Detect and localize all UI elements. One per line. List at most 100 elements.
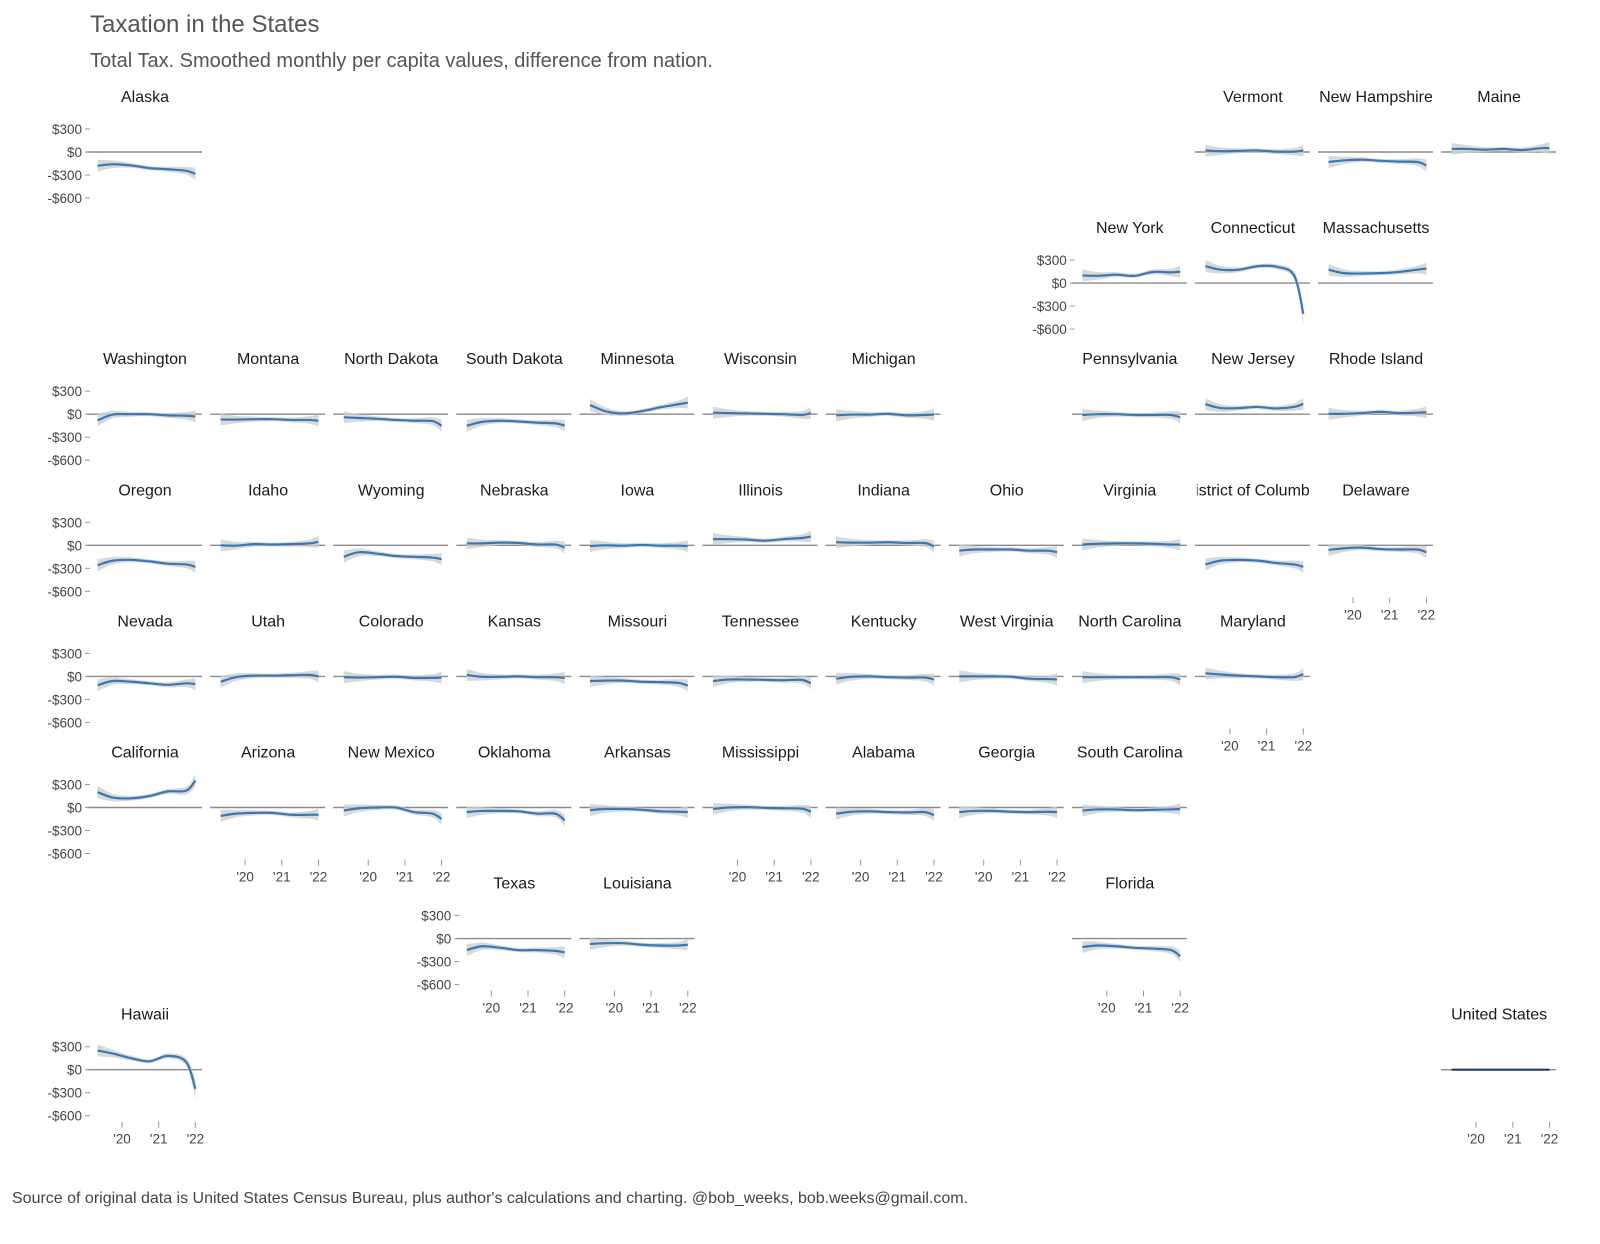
series-line-alabama [835,810,935,817]
y-tick-label: -$300 [47,824,82,839]
series-line-arizona [220,811,319,818]
y-tick-label: -$600 [47,715,82,730]
panel-mississippi: Mississippi '20 '21 '22 [702,745,820,885]
confidence-band [1205,260,1304,324]
series-line-montana [220,418,319,422]
strip-label: Kansas [488,613,541,630]
strip-label: Idaho [248,482,288,499]
y-tick-label: $0 [67,145,82,160]
series-line-iowa [589,543,688,548]
confidence-band [836,536,934,553]
series-line-alaska [97,163,196,175]
panel-arkansas: Arkansas [579,745,695,819]
x-tick-label: '20 [852,870,870,885]
panel-new-hampshire: New Hampshire [1318,89,1433,172]
panel-nevada: Nevada $300 $0 -$300 -$600 [47,613,202,730]
panel-idaho: Idaho [210,482,326,552]
panel-new-york: New York $300 $0 -$300 -$600 [1032,220,1187,337]
y-tick-label: -$600 [47,453,82,468]
panel-nebraska: Nebraska [456,482,572,554]
strip-label: Oklahoma [478,745,551,762]
confidence-band [1205,397,1304,412]
panel-north-carolina: North Carolina [1071,613,1187,686]
x-tick-label: '21 [1381,607,1399,622]
series-line-idaho [220,540,319,547]
x-tick-label: '21 [1504,1132,1522,1147]
confidence-band [959,544,1058,559]
y-tick-label: $0 [67,801,82,816]
y-tick-label: -$600 [47,584,82,599]
y-tick-label: $0 [67,1063,82,1078]
panel-north-dakota: North Dakota [333,351,449,432]
panel-virginia: Virginia [1071,482,1187,551]
chart-subtitle: Total Tax. Smoothed monthly per capita v… [90,50,713,72]
strip-label: Minnesota [600,351,674,368]
confidence-band [589,396,688,416]
series-line-district-of-columbia [1205,558,1304,568]
confidence-band [343,804,442,825]
strip-label: Alabama [852,745,915,762]
confidence-band [466,806,565,827]
x-tick-label: '21 [273,870,291,885]
panel-maine: Maine [1441,89,1557,155]
strip-label: North Dakota [344,351,438,368]
panel-alabama: Alabama '20 '21 '22 [825,745,943,885]
y-tick-label: -$300 [47,1086,82,1101]
panel-maryland: Maryland '20 '21 '22 [1194,613,1312,753]
series-line-new-york [1082,270,1181,277]
series-line-nebraska [466,541,566,549]
series-line-florida [1082,944,1181,958]
x-tick-label: '22 [1418,607,1436,622]
strip-label: Indiana [857,482,910,499]
strip-label: Tennessee [722,613,799,630]
series-line-north-dakota [343,416,443,427]
strip-label: Colorado [359,613,424,630]
series-line-oklahoma [466,809,566,822]
strip-label: Illinois [738,482,782,499]
x-tick-label: '22 [556,1001,574,1016]
panel-utah: Utah [210,613,326,688]
strip-label: Wyoming [358,482,425,499]
strip-label: Arkansas [604,745,671,762]
series-line-north-carolina [1082,675,1181,681]
x-tick-label: '21 [765,870,783,885]
panel-michigan: Michigan [825,351,941,422]
strip-label: Rhode Island [1329,351,1423,368]
x-tick-label: '22 [1048,870,1066,885]
panel-arizona: Arizona '20 '21 '22 [210,745,327,885]
series-line-pennsylvania [1082,413,1181,419]
x-tick-label: '22 [925,870,943,885]
y-tick-label: -$300 [47,692,82,707]
strip-label: Virginia [1103,482,1156,499]
series-line-utah [220,673,319,683]
strip-label: Maine [1477,89,1521,106]
strip-label: Mississippi [722,745,799,762]
series-line-oregon [97,558,196,568]
series-line-new-mexico [343,806,443,820]
series-line-nevada [97,679,196,687]
x-tick-label: '21 [1258,738,1276,753]
strip-label: Nevada [117,613,172,630]
series-line-kansas [466,673,565,680]
panel-louisiana: Louisiana '20 '21 '22 [579,876,697,1016]
y-tick-label: $0 [67,669,82,684]
x-tick-label: '20 [113,1132,131,1147]
strip-label: Texas [493,876,535,893]
series-line-wisconsin [713,411,812,417]
y-tick-label: $300 [1037,253,1067,268]
series-line-new-hampshire [1328,158,1427,167]
strip-label: Utah [251,613,285,630]
y-tick-label: $300 [52,515,82,530]
x-tick-label: '22 [679,1001,697,1016]
series-line-tennessee [712,678,812,685]
y-tick-label: $300 [52,1040,82,1055]
strip-label: Massachusetts [1323,220,1430,237]
x-tick-label: '20 [729,870,747,885]
x-tick-label: '20 [1098,1001,1116,1016]
x-tick-label: '22 [1171,1001,1189,1016]
panels: Alaska $300 $0 -$300 -$600 Vermont New Hampshi… [47,89,1558,1147]
y-tick-label: $300 [52,646,82,661]
strip-label: District of Columbia [1184,482,1323,499]
panel-south-carolina: South Carolina [1071,745,1187,817]
confidence-band [1082,408,1181,424]
